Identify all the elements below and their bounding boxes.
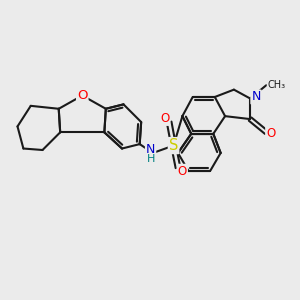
Text: O: O	[160, 112, 169, 125]
Text: O: O	[266, 127, 275, 140]
Text: CH₃: CH₃	[268, 80, 286, 90]
Text: S: S	[169, 138, 178, 153]
Text: N: N	[251, 91, 261, 103]
Text: H: H	[147, 154, 156, 164]
Text: O: O	[77, 89, 88, 102]
Text: O: O	[178, 165, 187, 178]
Text: N: N	[146, 143, 155, 156]
